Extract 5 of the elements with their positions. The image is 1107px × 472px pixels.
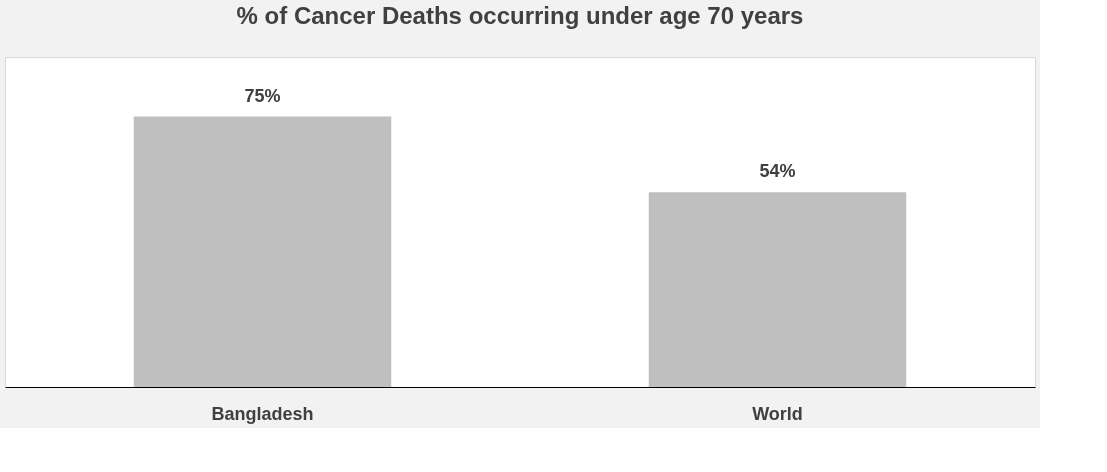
- x-tick-label: World: [752, 403, 803, 424]
- data-label: 75%: [244, 85, 281, 106]
- chart-title: % of Cancer Deaths occurring under age 70 years: [236, 2, 804, 29]
- x-tick-label: Bangladesh: [211, 403, 314, 424]
- data-label: 54%: [759, 161, 796, 182]
